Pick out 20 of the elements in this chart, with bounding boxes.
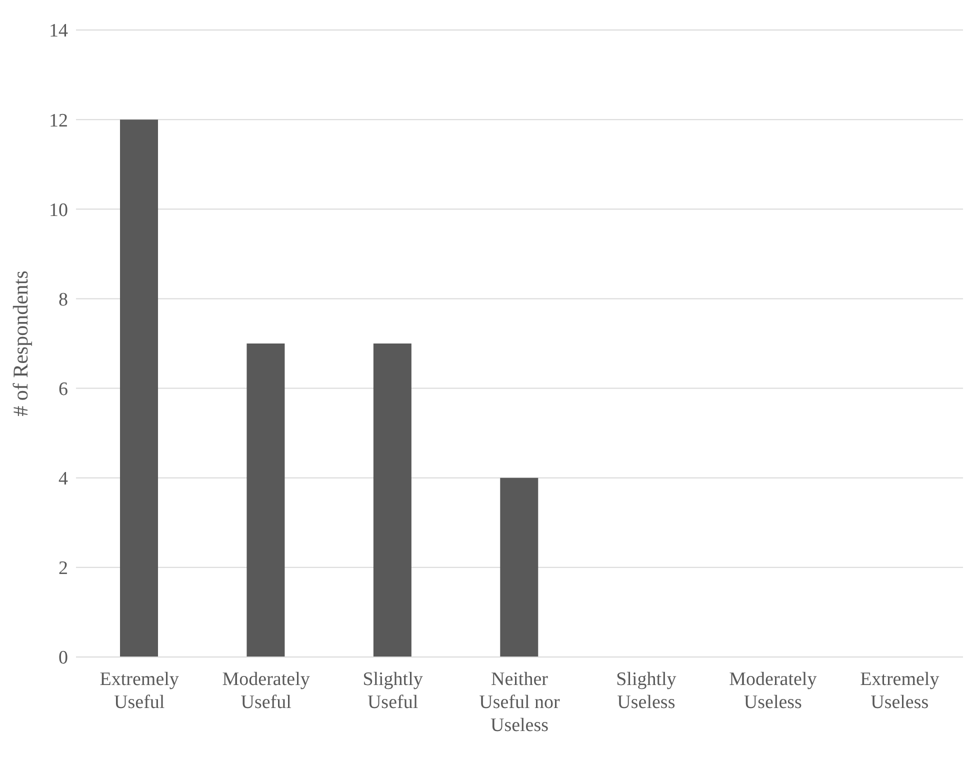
y-tick-label: 0 [58,648,68,669]
y-tick-label: 12 [49,110,68,132]
bar [120,120,158,657]
y-tick-label: 4 [58,468,68,490]
x-tick-label: Neither Useful nor Useless [479,669,561,736]
x-tick-label: Slightly Useless [616,669,677,713]
y-tick-label: 14 [49,20,68,42]
x-tick-label: Moderately Useless [729,669,818,713]
y-tick-label: 6 [58,379,68,400]
x-tick-label: Moderately Useful [222,669,310,713]
y-tick-label: 2 [58,558,68,580]
x-tick-label: Slightly Useful [362,669,424,713]
y-tick-label: 10 [49,200,68,221]
bar [373,344,412,657]
y-tick-label: 8 [58,289,68,310]
x-tick-label: Extremely Useless [860,669,940,713]
x-tick-label: Extremely Useful [100,669,180,713]
bar [246,344,285,657]
bar [500,478,538,657]
y-axis-title: # of Respondents [8,270,32,416]
